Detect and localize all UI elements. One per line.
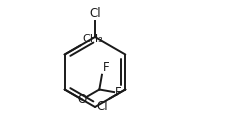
Text: F: F: [115, 86, 122, 99]
Text: F: F: [103, 61, 109, 74]
Text: O: O: [77, 93, 87, 106]
Text: CH₃: CH₃: [82, 34, 103, 44]
Text: Cl: Cl: [96, 99, 108, 112]
Text: Cl: Cl: [89, 7, 101, 20]
